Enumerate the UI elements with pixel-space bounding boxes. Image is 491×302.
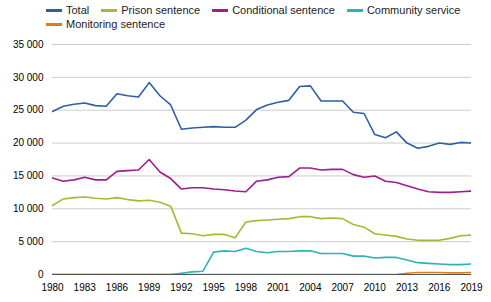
svg-text:2010: 2010: [364, 282, 387, 293]
svg-text:20 000: 20 000: [13, 137, 44, 148]
svg-text:1998: 1998: [235, 282, 258, 293]
svg-text:2001: 2001: [267, 282, 290, 293]
html-text:Conditional sentence: Conditional sentence: [232, 4, 335, 16]
svg-text:30 000: 30 000: [13, 72, 44, 83]
svg-text:2016: 2016: [428, 282, 451, 293]
html-text:Total: Total: [66, 4, 90, 16]
svg-text:1980: 1980: [41, 282, 64, 293]
svg-text:2007: 2007: [331, 282, 354, 293]
svg-text:35 000: 35 000: [13, 39, 44, 50]
svg-text:1983: 1983: [74, 282, 97, 293]
svg-text:2013: 2013: [396, 282, 419, 293]
svg-text:1986: 1986: [106, 282, 129, 293]
svg-text:10 000: 10 000: [13, 203, 44, 214]
svg-text:1992: 1992: [170, 282, 193, 293]
svg-text:25 000: 25 000: [13, 104, 44, 115]
svg-text:2004: 2004: [299, 282, 322, 293]
html-text:Community service: Community service: [366, 4, 461, 16]
html-text:Monitoring sentence: Monitoring sentence: [66, 18, 166, 30]
svg-text:15 000: 15 000: [13, 170, 44, 181]
svg-text:1995: 1995: [203, 282, 226, 293]
svg-text:2019: 2019: [460, 282, 483, 293]
html-text:Prison sentence: Prison sentence: [121, 4, 201, 16]
svg-text:0: 0: [38, 269, 44, 280]
svg-text:1989: 1989: [138, 282, 161, 293]
svg-text:5 000: 5 000: [18, 236, 43, 247]
